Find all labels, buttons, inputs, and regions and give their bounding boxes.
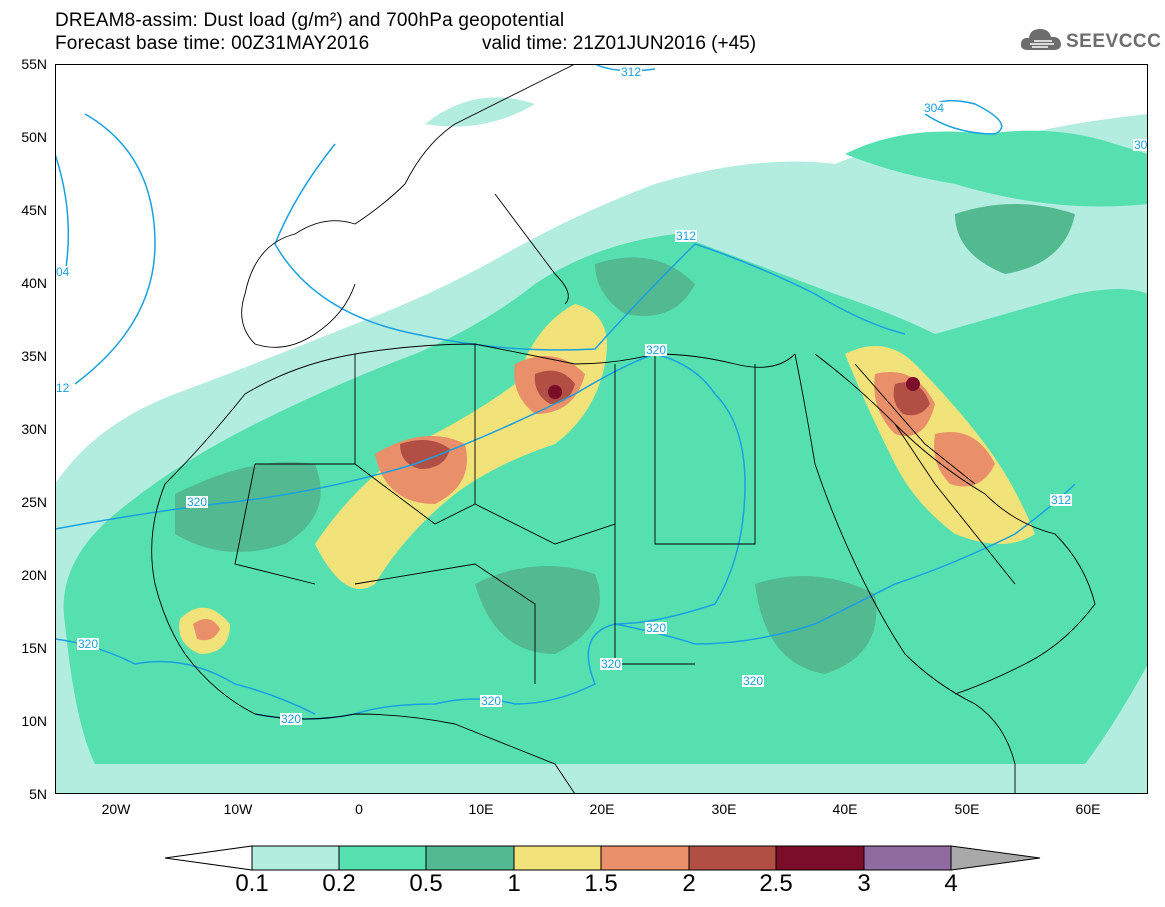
colorbar-segment: [688, 845, 777, 871]
lat-label: 5N: [29, 786, 47, 802]
contour-label: 30: [1133, 138, 1148, 152]
border-4: [234, 463, 355, 585]
contour-label: 320: [77, 637, 100, 651]
border-3: [654, 354, 756, 545]
contour-label: 12: [55, 381, 71, 395]
colorbar-arrow-low: [164, 845, 253, 871]
colorbar-segment: [251, 845, 340, 871]
lon-label: 10W: [223, 801, 253, 817]
border-1: [354, 354, 476, 525]
lat-label: 45N: [21, 202, 47, 218]
lat-label: 50N: [21, 129, 47, 145]
forecast-base-time: Forecast base time: 00Z31MAY2016: [55, 33, 370, 54]
contour-304-east: [924, 99, 1003, 135]
dust-region-dark-2: [475, 566, 600, 654]
country-borders: [151, 64, 1096, 794]
colorbar-segment: [513, 845, 602, 871]
coastline-red-sea: [794, 353, 976, 705]
lon-label: 10E: [468, 801, 494, 817]
colorbar-label: 2.5: [759, 870, 793, 897]
colorbar-segment: [338, 845, 427, 871]
contour-label: 312: [1050, 493, 1073, 507]
map-canvas: [55, 64, 1148, 794]
valid-time: valid time: 21Z01JUN2016 (+45): [482, 33, 757, 54]
contour-320-west: [55, 353, 746, 720]
lat-label: 30N: [21, 421, 47, 437]
colorbar-label: 1: [507, 870, 521, 897]
coastline-east-africa: [974, 703, 1016, 794]
lat-label: 10N: [21, 713, 47, 729]
dust-map: 312 304 30 312 04 320 12 320 312 320 320…: [55, 64, 1148, 794]
contour-312-west: [74, 113, 156, 385]
dust-region-dark-5: [955, 204, 1075, 274]
dust-region-brown-1: [400, 440, 450, 469]
contour-label: 312: [675, 229, 698, 243]
colorbar-label: 1.5: [584, 870, 618, 897]
lat-label: 25N: [21, 494, 47, 510]
contour-label: 320: [645, 621, 668, 635]
dust-region-dark-4: [595, 257, 695, 316]
contour-label: 304: [923, 101, 946, 115]
dust-region-maroon-1: [548, 385, 562, 399]
colorbar-label: 0.5: [409, 870, 443, 897]
dust-region-dark-1: [175, 462, 321, 552]
coastline-west-africa: [151, 393, 576, 794]
lon-label: 0: [355, 801, 363, 817]
colorbar-label: 3: [857, 870, 871, 897]
contour-label: 312: [620, 65, 643, 79]
colorbar-label: 4: [944, 870, 958, 897]
coastline-iberia: [241, 283, 356, 348]
coastline-europe: [244, 64, 576, 295]
cloud-icon: [1020, 29, 1061, 50]
logo-text: SEEVCCC: [1066, 31, 1162, 52]
contour-320-east: [614, 483, 1076, 645]
colorbar-label: 0.1: [235, 870, 269, 897]
lat-label: 35N: [21, 348, 47, 364]
colorbar-label: 0.2: [322, 870, 356, 897]
colorbar-segment: [775, 845, 865, 871]
colorbar-segment: [425, 845, 515, 871]
lat-label: 40N: [21, 275, 47, 291]
contour-label: 320: [280, 712, 303, 726]
dust-region-orange-4: [934, 432, 995, 487]
map-title: DREAM8-assim: Dust load (g/m²) and 700hP…: [55, 10, 565, 31]
lon-label: 30E: [711, 801, 737, 817]
contour-label: 320: [186, 495, 209, 509]
dust-region-orange-5: [193, 619, 220, 641]
coastline-arabia: [814, 353, 1096, 695]
colorbar-label: 2: [682, 870, 696, 897]
contour-label: 04: [55, 265, 71, 279]
border-2: [474, 344, 616, 545]
dust-region-brown-3: [893, 382, 930, 416]
lon-label: 50E: [954, 801, 980, 817]
lat-label: 20N: [21, 567, 47, 583]
colorbar: [164, 845, 1041, 871]
contour-label: 320: [600, 657, 623, 671]
contour-label: 320: [480, 694, 503, 708]
dust-region-light-ne: [845, 130, 1148, 207]
lon-label: 60E: [1075, 801, 1101, 817]
contour-label: 320: [742, 674, 765, 688]
dust-region-maroon-2: [906, 377, 920, 391]
lat-label: 15N: [21, 640, 47, 656]
dust-region-dark-3: [755, 576, 877, 674]
colorbar-segment: [863, 845, 952, 871]
contour-label: 320: [645, 343, 668, 357]
lon-label: 20E: [589, 801, 615, 817]
lon-label: 20W: [101, 801, 131, 817]
seevccc-logo: SEEVCCC: [1018, 24, 1162, 60]
contour-304-west: [55, 153, 70, 275]
border-6: [854, 363, 1016, 585]
contour-312-mid: [274, 143, 906, 351]
lat-label: 55N: [21, 56, 47, 72]
colorbar-segment: [600, 845, 690, 871]
coastline-italy: [494, 193, 569, 305]
colorbar-arrow-high: [950, 845, 1041, 871]
lon-label: 40E: [832, 801, 858, 817]
